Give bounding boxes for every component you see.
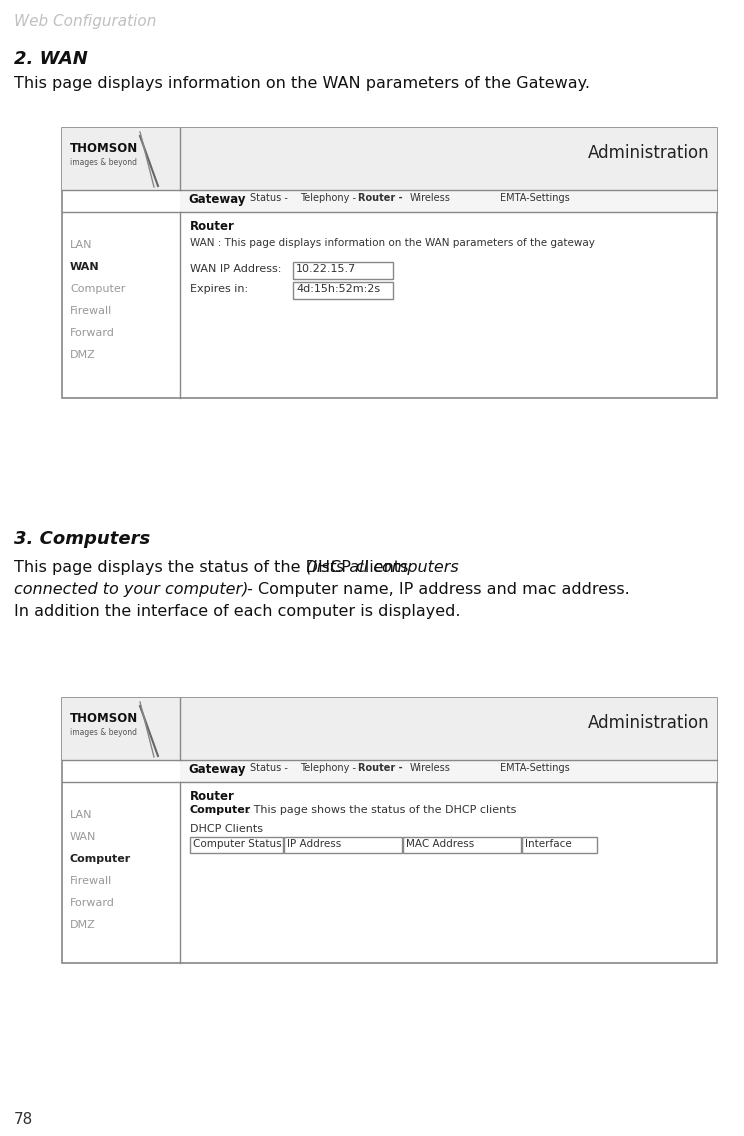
Bar xyxy=(293,282,393,299)
Text: Gateway: Gateway xyxy=(188,763,246,776)
Text: Gateway: Gateway xyxy=(188,193,246,206)
Bar xyxy=(62,698,717,963)
Text: 3. Computers: 3. Computers xyxy=(14,531,150,548)
Text: WAN IP Address:: WAN IP Address: xyxy=(190,264,281,274)
Text: Computer: Computer xyxy=(70,284,126,294)
Text: 2. WAN: 2. WAN xyxy=(14,50,88,68)
Bar xyxy=(62,698,717,760)
Text: THOMSON: THOMSON xyxy=(70,712,138,725)
Text: Router -: Router - xyxy=(358,763,403,772)
Text: WAN: WAN xyxy=(70,832,97,842)
Text: Administration: Administration xyxy=(587,144,709,162)
Text: Forward: Forward xyxy=(70,328,115,339)
Text: Status -: Status - xyxy=(250,193,288,203)
Text: DMZ: DMZ xyxy=(70,350,96,360)
Text: : This page shows the status of the DHCP clients: : This page shows the status of the DHCP… xyxy=(243,805,516,815)
Text: Router -: Router - xyxy=(358,193,403,203)
Text: EMTA-Settings: EMTA-Settings xyxy=(500,193,570,203)
Text: Forward: Forward xyxy=(70,897,115,908)
Bar xyxy=(180,190,717,212)
Text: IP Address: IP Address xyxy=(287,840,341,849)
Bar xyxy=(284,837,402,853)
Text: images & beyond: images & beyond xyxy=(70,728,137,737)
Text: DHCP Clients: DHCP Clients xyxy=(190,824,263,834)
Text: (lists all computers: (lists all computers xyxy=(306,560,459,575)
Text: Telephony -: Telephony - xyxy=(300,193,356,203)
Text: Wireless: Wireless xyxy=(410,193,451,203)
Text: Interface: Interface xyxy=(525,840,571,849)
Text: Computer: Computer xyxy=(70,854,131,864)
Text: connected to your computer): connected to your computer) xyxy=(14,582,248,598)
Text: Router: Router xyxy=(190,790,235,803)
Text: THOMSON: THOMSON xyxy=(70,142,138,154)
Text: EMTA-Settings: EMTA-Settings xyxy=(500,763,570,772)
Text: This page displays information on the WAN parameters of the Gateway.: This page displays information on the WA… xyxy=(14,76,590,91)
Text: Expires in:: Expires in: xyxy=(190,284,248,294)
Text: WAN : This page displays information on the WAN parameters of the gateway: WAN : This page displays information on … xyxy=(190,239,595,248)
Text: This page displays the status of the DHCP clients: This page displays the status of the DHC… xyxy=(14,560,414,575)
Bar xyxy=(62,128,717,190)
Text: DMZ: DMZ xyxy=(70,920,96,930)
Bar xyxy=(62,128,717,398)
Text: Computer: Computer xyxy=(190,805,251,815)
Text: Firewall: Firewall xyxy=(70,876,112,886)
Bar xyxy=(293,262,393,279)
Bar xyxy=(190,837,283,853)
Text: Web Configuration: Web Configuration xyxy=(14,14,156,30)
Text: images & beyond: images & beyond xyxy=(70,158,137,167)
Text: LAN: LAN xyxy=(70,240,92,250)
Bar xyxy=(403,837,521,853)
Bar xyxy=(180,760,717,782)
Text: 4d:15h:52m:2s: 4d:15h:52m:2s xyxy=(296,284,380,294)
Text: In addition the interface of each computer is displayed.: In addition the interface of each comput… xyxy=(14,604,461,619)
Text: 78: 78 xyxy=(14,1112,33,1127)
Text: Administration: Administration xyxy=(587,715,709,732)
Text: Router: Router xyxy=(190,220,235,233)
Text: Telephony -: Telephony - xyxy=(300,763,356,772)
Text: Firewall: Firewall xyxy=(70,306,112,316)
Text: WAN: WAN xyxy=(70,262,100,272)
Text: 10.22.15.7: 10.22.15.7 xyxy=(296,264,356,274)
Text: - Computer name, IP address and mac address.: - Computer name, IP address and mac addr… xyxy=(242,582,629,598)
Text: LAN: LAN xyxy=(70,810,92,820)
Text: Status -: Status - xyxy=(250,763,288,772)
Text: Wireless: Wireless xyxy=(410,763,451,772)
Text: Computer Status: Computer Status xyxy=(193,840,282,849)
Bar xyxy=(522,837,597,853)
Text: MAC Address: MAC Address xyxy=(406,840,474,849)
